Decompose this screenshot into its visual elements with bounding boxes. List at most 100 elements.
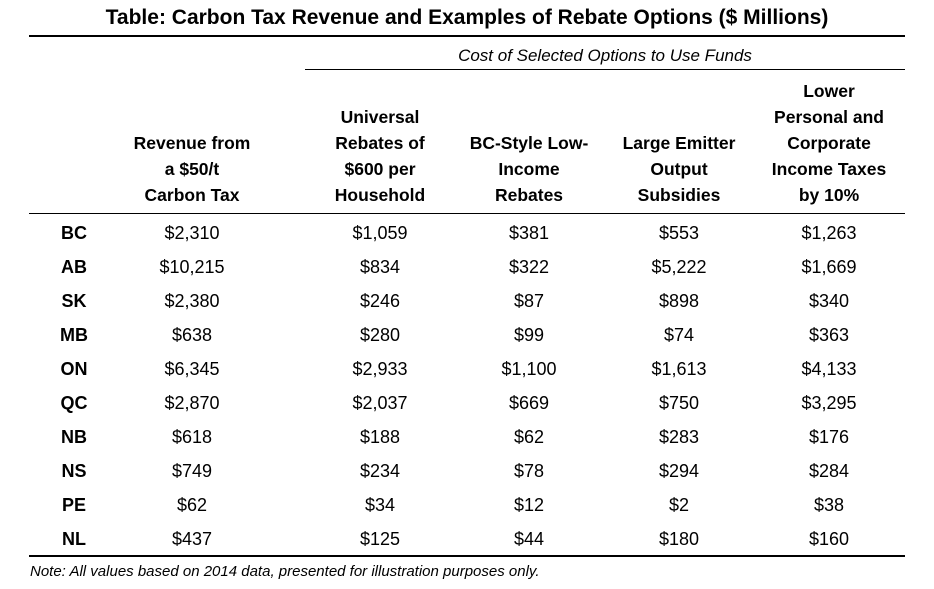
column-header-5: Lower Personal and Corporate Income Taxes by…	[754, 78, 904, 208]
province-label: NL	[62, 529, 86, 549]
group-header-rule	[305, 69, 905, 70]
table-cell: $62	[176, 495, 208, 515]
table-cell: $437	[171, 529, 213, 549]
table-row: BC $2,310 $1,059 $381 $553 $1,263	[29, 216, 905, 250]
table-row: NS $749 $234 $78 $294 $284	[29, 454, 905, 488]
table-cell: $363	[808, 325, 850, 345]
table-cell: $5,222	[651, 257, 707, 277]
table-cell: $2,380	[164, 291, 220, 311]
table-cell: $381	[508, 223, 550, 243]
table-cell: $44	[513, 529, 545, 549]
table-cell: $638	[171, 325, 213, 345]
column-header-line: Rebates of	[335, 133, 425, 153]
table-cell: $294	[658, 461, 700, 481]
table-cell: $1,263	[801, 223, 857, 243]
column-header-line: Carbon Tax	[144, 185, 240, 205]
table-cell: $180	[658, 529, 700, 549]
table-row: SK $2,380 $246 $87 $898 $340	[29, 284, 905, 318]
table-row: NB $618 $188 $62 $283 $176	[29, 420, 905, 454]
table-cell: $2,870	[164, 393, 220, 413]
table-cell: $618	[171, 427, 213, 447]
table-cell: $1,100	[501, 359, 557, 379]
table-cell: $2,310	[164, 223, 220, 243]
table-cell: $1,669	[801, 257, 857, 277]
table-cell: $87	[513, 291, 545, 311]
column-header-2: Universal Rebates of $600 per Household	[305, 104, 455, 208]
table-cell: $176	[808, 427, 850, 447]
table-cell: $62	[513, 427, 545, 447]
table-row: AB $10,215 $834 $322 $5,222 $1,669	[29, 250, 905, 284]
column-header-line: Output	[650, 159, 708, 179]
table-cell: $1,613	[651, 359, 707, 379]
table-cell: $246	[359, 291, 401, 311]
table-cell: $125	[359, 529, 401, 549]
column-header-line: Revenue from	[133, 133, 251, 153]
table-cell: $340	[808, 291, 850, 311]
province-label: BC	[61, 223, 87, 243]
column-header-line: Household	[334, 185, 426, 205]
province-label: QC	[60, 393, 88, 413]
table-cell: $34	[364, 495, 396, 515]
table-cell: $99	[513, 325, 545, 345]
column-header-line: Subsidies	[637, 185, 721, 205]
table-cell: $12	[513, 495, 545, 515]
table-title: Table: Carbon Tax Revenue and Examples o…	[105, 6, 829, 29]
footnote: Note: All values based on 2014 data, pre…	[30, 563, 540, 580]
province-label: NB	[61, 427, 87, 447]
column-header-line: Universal	[340, 107, 420, 127]
column-header-line: Personal and	[774, 107, 884, 127]
table-cell: $38	[813, 495, 845, 515]
table-cell: $553	[658, 223, 700, 243]
column-header-3: BC-Style Low- Income Rebates	[454, 130, 604, 208]
column-header-line: Corporate	[787, 133, 871, 153]
title-rule	[29, 35, 905, 37]
table-cell: $750	[658, 393, 700, 413]
column-header-line: Large Emitter	[622, 133, 736, 153]
province-label: NS	[61, 461, 87, 481]
table-cell: $234	[359, 461, 401, 481]
table-cell: $78	[513, 461, 545, 481]
table-cell: $2	[668, 495, 690, 515]
table-row: NL $437 $125 $44 $180 $160	[29, 522, 905, 556]
table-cell: $188	[359, 427, 401, 447]
table-cell: $322	[508, 257, 550, 277]
column-header-4: Large Emitter Output Subsidies	[604, 130, 754, 208]
column-header-line: a $50/t	[164, 159, 220, 179]
group-header: Cost of Selected Options to Use Funds	[458, 46, 752, 65]
column-header-1: Revenue from a $50/t Carbon Tax	[112, 130, 272, 208]
table-cell: $280	[359, 325, 401, 345]
table-row: MB $638 $280 $99 $74 $363	[29, 318, 905, 352]
province-label: MB	[60, 325, 88, 345]
table-row: PE $62 $34 $12 $2 $38	[29, 488, 905, 522]
column-header-line: BC-Style Low-	[469, 133, 589, 153]
table-cell: $2,933	[352, 359, 408, 379]
table-cell: $160	[808, 529, 850, 549]
province-label: PE	[61, 495, 86, 515]
column-header-line: Rebates	[494, 185, 564, 205]
table-cell: $1,059	[352, 223, 408, 243]
table-cell: $834	[359, 257, 401, 277]
table-cell: $669	[508, 393, 550, 413]
column-header-line: Income Taxes	[771, 159, 887, 179]
table-cell: $898	[658, 291, 700, 311]
table-body: BC $2,310 $1,059 $381 $553 $1,263 AB $10,215 $83…	[29, 216, 905, 556]
table-cell: $6,345	[164, 359, 220, 379]
table-cell: $74	[663, 325, 695, 345]
column-header-line: Income	[498, 159, 560, 179]
header-rule	[29, 213, 905, 214]
table-row: QC $2,870 $2,037 $669 $750 $3,295	[29, 386, 905, 420]
table-cell: $283	[658, 427, 700, 447]
province-label: SK	[61, 291, 87, 311]
column-header-line: $600 per	[344, 159, 416, 179]
province-label: AB	[61, 257, 87, 277]
table-cell: $2,037	[352, 393, 408, 413]
table-cell: $3,295	[801, 393, 857, 413]
bottom-rule	[29, 555, 905, 557]
table-cell: $4,133	[801, 359, 857, 379]
province-label: ON	[60, 359, 88, 379]
column-header-line: Lower	[803, 81, 855, 101]
table-cell: $10,215	[159, 257, 225, 277]
table-cell: $749	[171, 461, 213, 481]
column-header-line: by 10%	[798, 185, 860, 205]
table-cell: $284	[808, 461, 850, 481]
